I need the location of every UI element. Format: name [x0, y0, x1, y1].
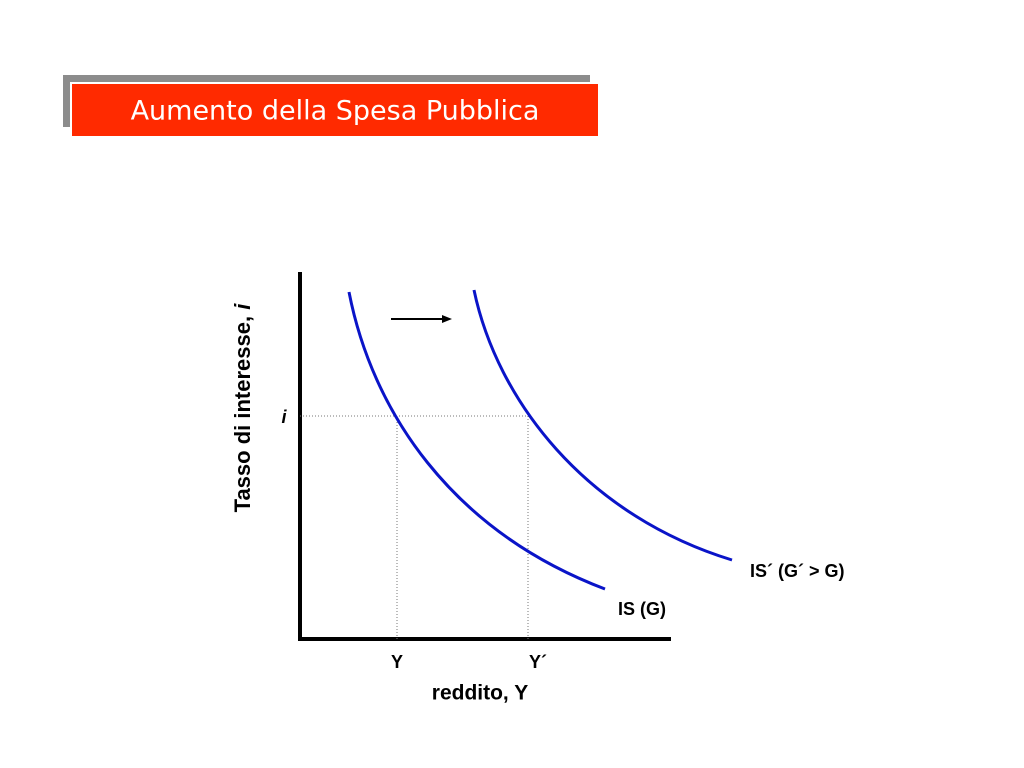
- curve-label: IS´ (G´ > G): [750, 561, 845, 581]
- title-box: [70, 82, 600, 138]
- arrow-head: [442, 315, 452, 323]
- y-axis-label-variable: i: [230, 303, 255, 310]
- y-axis-label-text: Tasso di interesse,: [230, 316, 255, 512]
- title: Aumento della Spesa Pubblica: [131, 96, 540, 127]
- y-axis-label: Tasso di interesse, i: [230, 303, 255, 513]
- x-marker: Y´: [529, 652, 547, 672]
- y-marker: i: [281, 407, 287, 427]
- is-curve: [347, 291, 606, 591]
- x-marker: Y: [391, 652, 403, 672]
- is-curve-shifted: [472, 289, 733, 562]
- x-axis-label: reddito, Y: [432, 682, 528, 705]
- curve-label: IS (G): [618, 599, 666, 619]
